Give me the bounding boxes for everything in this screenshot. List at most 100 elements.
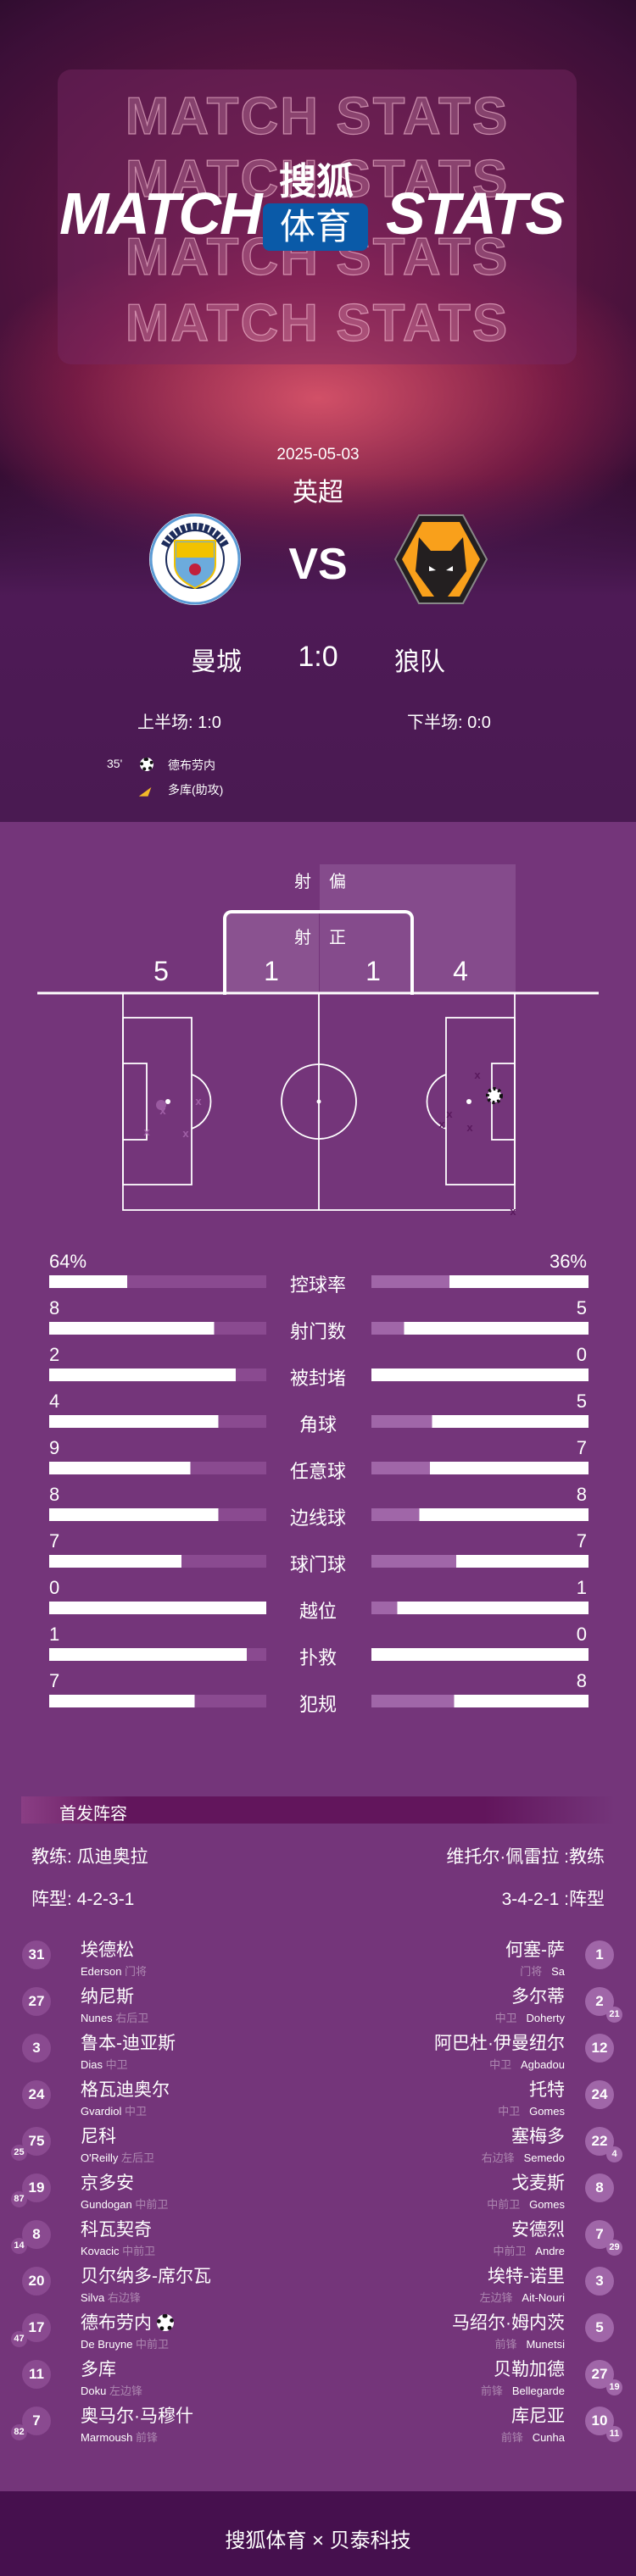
player-position: 中前卫 bbox=[136, 2338, 170, 2351]
away-player-row[interactable]: 1 何塞-萨 门将 Sa bbox=[0, 1932, 636, 1979]
shirt-number: 1 bbox=[585, 1940, 614, 1969]
final-score: 1:0 bbox=[298, 641, 338, 673]
away-player-row[interactable]: 7 29 安德烈 中前卫 Andre bbox=[0, 2212, 636, 2258]
shirt-number: 3 bbox=[22, 2034, 51, 2062]
home-player-row[interactable]: 8 14 科瓦契奇 Kovacic 中前卫 bbox=[0, 2212, 636, 2258]
shirt-number: 11 bbox=[22, 2360, 51, 2389]
home-off-target: 5 bbox=[153, 956, 169, 986]
away-player-row[interactable]: 27 19 贝勒加德 前锋 Bellegarde bbox=[0, 2351, 636, 2398]
home-player-row[interactable]: 7 82 奥马尔·马穆什 Marmoush 前锋 bbox=[0, 2398, 636, 2445]
player-name-en: 前锋 Bellegarde bbox=[480, 2384, 565, 2397]
stat-label: 任意球 bbox=[289, 1461, 346, 1482]
player-position: 左边锋 bbox=[479, 2291, 513, 2304]
player-position: 前锋 bbox=[494, 2338, 517, 2351]
home-shot-marker: x bbox=[195, 1095, 202, 1108]
shirt-number: 24 bbox=[585, 2080, 614, 2109]
sub-number: 87 bbox=[11, 2191, 27, 2207]
away-player-row[interactable]: 5 马绍尔·姆内茨 前锋 Munetsi bbox=[0, 2305, 636, 2351]
first-half-score: 上半场: 1:0 bbox=[137, 713, 221, 732]
event-minute: 35' bbox=[107, 757, 123, 770]
player-name-en: 右边锋 Semedo bbox=[481, 2151, 565, 2164]
lineup-section-header bbox=[21, 1796, 615, 1824]
player-position: 中前卫 bbox=[122, 2245, 156, 2257]
player-name-en: Marmoush 前锋 bbox=[81, 2431, 159, 2444]
home-stat-value: 64% bbox=[49, 1251, 87, 1272]
player-name-en: Nunes 右后卫 bbox=[81, 2012, 149, 2024]
sports-logo-badge: 体育 bbox=[263, 203, 368, 251]
player-position: 门将 bbox=[125, 1965, 148, 1978]
stat-label: 角球 bbox=[298, 1414, 337, 1435]
player-name-en: 中卫 Doherty bbox=[494, 2012, 565, 2024]
shirt-number: 27 bbox=[22, 1987, 51, 2016]
home-player-row[interactable]: 3 鲁本-迪亚斯 Dias 中卫 bbox=[0, 2025, 636, 2072]
home-player-row[interactable]: 20 贝尔纳多-席尔瓦 Silva 右边锋 bbox=[0, 2258, 636, 2305]
player-name-cn: 德布劳内 bbox=[81, 2309, 174, 2334]
player-name-en: 中卫 Agbadou bbox=[489, 2058, 565, 2071]
away-player-row[interactable]: 10 11 库尼亚 前锋 Cunha bbox=[0, 2398, 636, 2445]
shirt-number: 5 bbox=[585, 2313, 614, 2342]
away-stat-bar bbox=[371, 1368, 589, 1381]
home-player-row[interactable]: 31 埃德松 Ederson 门将 bbox=[0, 1932, 636, 1979]
away-off-target-area bbox=[320, 864, 516, 993]
stat-label: 越位 bbox=[298, 1601, 337, 1622]
on-target-label: 正 bbox=[329, 929, 346, 947]
home-player-row[interactable]: 11 多库 Doku 左边锋 bbox=[0, 2351, 636, 2398]
player-position: 中卫 bbox=[125, 2105, 148, 2118]
player-name-en: O'Reilly 左后卫 bbox=[81, 2151, 155, 2164]
away-player-row[interactable]: 24 托特 中卫 Gomes bbox=[0, 2072, 636, 2118]
player-name-cn: 科瓦契奇 bbox=[81, 2220, 152, 2240]
away-stat-bar bbox=[371, 1695, 589, 1707]
home-stat-value: 8 bbox=[49, 1484, 60, 1505]
sub-number: 11 bbox=[606, 2426, 622, 2442]
watermark: MATCH STATS bbox=[125, 86, 510, 146]
away-shot-marker: x bbox=[438, 1118, 445, 1130]
footer bbox=[0, 2491, 636, 2576]
title-match: MATCH bbox=[59, 180, 263, 247]
home-stat-bar bbox=[49, 1275, 266, 1288]
home-player-row[interactable]: 27 纳尼斯 Nunes 右后卫 bbox=[0, 1979, 636, 2025]
player-position: 中卫 bbox=[489, 2058, 512, 2071]
player-name-cn: 戈麦斯 bbox=[511, 2174, 565, 2193]
home-player-row[interactable]: 75 25 尼科 O'Reilly 左后卫 bbox=[0, 2118, 636, 2165]
home-player-row[interactable]: 19 87 京多安 Gundogan 中前卫 bbox=[0, 2165, 636, 2212]
away-player-row[interactable]: 12 阿巴杜·伊曼纽尔 中卫 Agbadou bbox=[0, 2025, 636, 2072]
player-position: 中卫 bbox=[494, 2012, 517, 2024]
shirt-number: 3 bbox=[585, 2267, 614, 2296]
hero-banner bbox=[0, 0, 636, 822]
player-name-cn: 奥马尔·马穆什 bbox=[81, 2407, 193, 2426]
away-player-row[interactable]: 3 埃特-诺里 左边锋 Ait-Nouri bbox=[0, 2258, 636, 2305]
shirt-number: 2 bbox=[585, 1987, 614, 2016]
match-date: 2025-05-03 bbox=[276, 446, 360, 464]
home-stat-value: 0 bbox=[49, 1577, 60, 1598]
player-position: 中卫 bbox=[498, 2105, 521, 2118]
player-name-en: Kovacic 中前卫 bbox=[81, 2245, 156, 2257]
away-stat-bar bbox=[371, 1555, 589, 1568]
sub-number: 19 bbox=[606, 2379, 622, 2396]
away-stat-value: 8 bbox=[576, 1670, 587, 1691]
player-name-en: Ederson 门将 bbox=[81, 1965, 148, 1978]
home-stat-bar bbox=[49, 1415, 266, 1428]
home-player-row[interactable]: 17 47 德布劳内 De Bruyne 中前卫 bbox=[0, 2305, 636, 2351]
home-stat-value: 4 bbox=[49, 1391, 60, 1412]
home-stat-bar bbox=[49, 1368, 266, 1381]
away-shot-marker: x bbox=[474, 1069, 481, 1081]
player-name-cn: 贝尔纳多-席尔瓦 bbox=[81, 2267, 211, 2286]
away-stat-bar bbox=[371, 1602, 589, 1614]
player-name-cn: 埃特-诺里 bbox=[488, 2267, 565, 2286]
vs-label: VS bbox=[288, 540, 348, 589]
home-stat-value: 2 bbox=[49, 1344, 60, 1365]
player-position: 右边锋 bbox=[481, 2151, 515, 2164]
home-shot-marker: x bbox=[159, 1104, 166, 1117]
home-player-row[interactable]: 24 格瓦迪奥尔 Gvardiol 中卫 bbox=[0, 2072, 636, 2118]
player-name-cn: 何塞-萨 bbox=[505, 1940, 565, 1960]
player-name-en: 中前卫 Gomes bbox=[487, 2198, 565, 2211]
away-player-row[interactable]: 8 戈麦斯 中前卫 Gomes bbox=[0, 2165, 636, 2212]
player-position: 中前卫 bbox=[487, 2198, 521, 2211]
away-on-target: 1 bbox=[365, 956, 381, 986]
sub-number: 4 bbox=[606, 2146, 622, 2162]
home-stat-value: 1 bbox=[49, 1624, 60, 1645]
sub-number: 14 bbox=[11, 2238, 27, 2254]
away-player-row[interactable]: 22 4 塞梅多 右边锋 Semedo bbox=[0, 2118, 636, 2165]
away-player-row[interactable]: 2 21 多尔蒂 中卫 Doherty bbox=[0, 1979, 636, 2025]
